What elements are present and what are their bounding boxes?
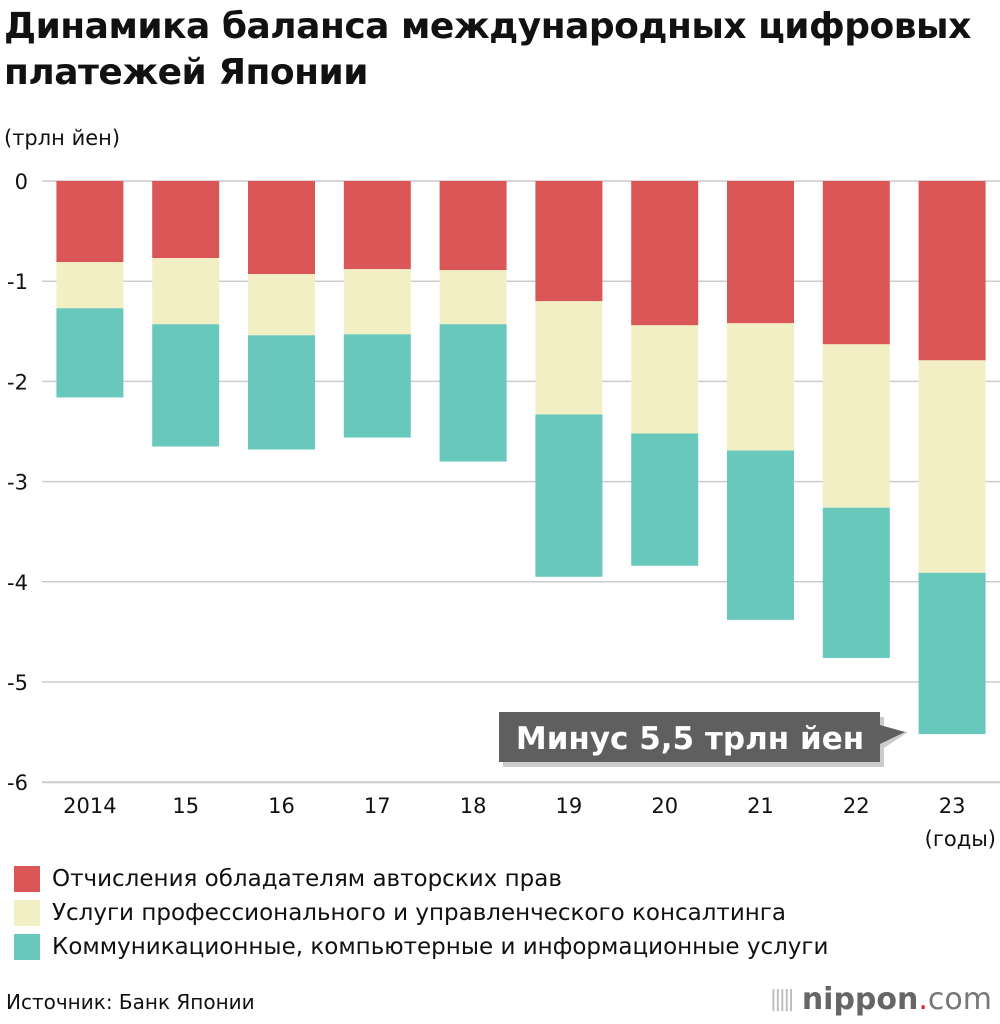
y-tick-label: -2 — [7, 370, 28, 394]
x-tick-label: 19 — [556, 794, 583, 818]
legend-item-it-services: Коммуникационные, компьютерные и информа… — [14, 930, 828, 964]
bar-segment — [439, 270, 507, 325]
bar-segment — [727, 181, 794, 324]
bar-segment — [918, 572, 986, 735]
legend-swatch — [14, 900, 40, 926]
x-tick-label: 22 — [843, 794, 870, 818]
bar-segment — [535, 301, 603, 415]
bar-segment — [822, 181, 890, 345]
logo-dot: . — [918, 982, 928, 1017]
x-tick-label: 17 — [364, 794, 391, 818]
bar-segment — [343, 269, 411, 335]
bar-segment — [631, 181, 699, 326]
chart-title: Динамика баланса международных цифровых … — [4, 6, 971, 93]
callout-box — [499, 712, 905, 762]
bar-segment — [152, 324, 220, 447]
y-tick-label: -6 — [7, 771, 28, 795]
x-tick-label: 21 — [747, 794, 774, 818]
bar-segment — [152, 181, 220, 259]
nippon-logo: ||||| nippon. com — [770, 982, 992, 1017]
logo-text: nippon — [801, 982, 919, 1017]
bar-segment — [152, 258, 220, 325]
x-tick-label: 16 — [268, 794, 295, 818]
source-note: Источник: Банк Японии — [6, 990, 255, 1014]
legend-label: Коммуникационные, компьютерные и информа… — [52, 934, 829, 960]
bar-segment — [727, 323, 794, 451]
bar-segment — [248, 181, 315, 275]
bar-segment — [535, 414, 603, 577]
legend-label: Услуги профессионального и управленческо… — [52, 900, 786, 926]
bar-segment — [631, 433, 699, 566]
legend-item-consulting: Услуги профессионального и управленческо… — [14, 896, 828, 930]
bar-segment — [918, 181, 986, 361]
y-tick-label: -1 — [7, 270, 28, 294]
bar-segment — [248, 335, 315, 450]
x-tick-label: 15 — [172, 794, 199, 818]
bar-segment — [439, 324, 507, 462]
legend-swatch — [14, 934, 40, 960]
legend: Отчисления обладателям авторских прав Ус… — [14, 862, 828, 964]
bar-segment — [822, 507, 890, 658]
legend-swatch — [14, 866, 40, 892]
bar-segment — [56, 181, 124, 263]
bar-segment — [918, 360, 986, 573]
y-tick-label: -4 — [7, 571, 28, 595]
x-tick-label: 18 — [460, 794, 487, 818]
annotation-text: Минус 5,5 трлн йен — [516, 721, 864, 757]
bar-segment — [631, 325, 699, 434]
y-tick-label: 0 — [15, 170, 28, 194]
bar-segment — [343, 334, 411, 438]
bar-segment — [727, 450, 794, 620]
legend-label: Отчисления обладателям авторских прав — [52, 866, 562, 892]
bar-segment — [343, 181, 411, 270]
legend-item-royalties: Отчисления обладателям авторских прав — [14, 862, 828, 896]
bar-segment — [439, 181, 507, 271]
x-axis-unit: (годы) — [925, 827, 996, 851]
bar-segment — [56, 262, 124, 309]
bar-segment — [535, 181, 603, 302]
bar-segment — [56, 308, 124, 398]
logo-tld: com — [927, 982, 992, 1017]
bar-segment — [248, 274, 315, 336]
annotation-callout: Минус 5,5 трлн йен — [499, 712, 908, 767]
x-tick-label: 20 — [651, 794, 678, 818]
logo-mark-icon: ||||| — [769, 987, 795, 1012]
y-tick-label: -3 — [7, 471, 28, 495]
x-tick-label: 2014 — [63, 794, 116, 818]
y-axis-unit: (трлн йен) — [4, 126, 121, 150]
x-tick-label: 23 — [939, 794, 966, 818]
stacked-bar-chart: 0 -1 -2 -3 -4 -5 -6 2014 15 16 17 18 19 20 21 22 23 (годы… — [7, 170, 1000, 851]
bar-segment — [822, 344, 890, 508]
y-tick-label: -5 — [7, 671, 28, 695]
